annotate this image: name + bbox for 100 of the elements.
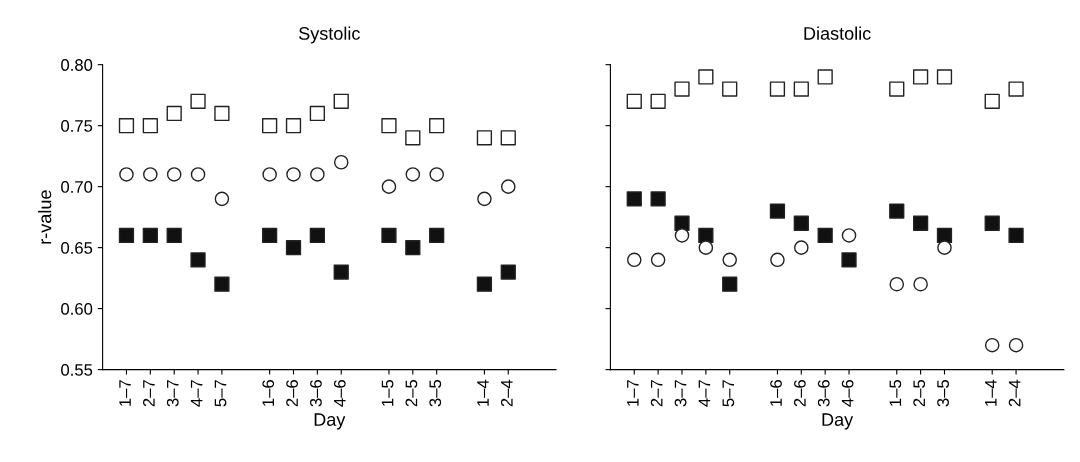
point — [650, 191, 666, 207]
point — [626, 252, 642, 268]
point — [429, 167, 444, 182]
x-tick-label: 3–6 — [310, 380, 322, 407]
point — [674, 215, 690, 231]
y-tick-label: 0.70 — [61, 181, 93, 193]
point — [841, 228, 857, 243]
point — [500, 179, 516, 194]
point — [912, 69, 929, 85]
point — [214, 105, 230, 122]
chart-title: Diastolic — [804, 26, 871, 40]
point — [166, 167, 182, 182]
x-tick-label: 3–6 — [817, 380, 830, 407]
point — [429, 227, 445, 244]
x-tick-label: 5–7 — [722, 380, 735, 407]
x-tick-label: 1–5 — [381, 380, 394, 406]
x-tick-label: 1–6 — [262, 380, 275, 406]
point — [214, 191, 230, 207]
point — [309, 105, 326, 122]
point — [118, 118, 135, 134]
point — [912, 215, 929, 231]
point — [1008, 81, 1024, 97]
point — [841, 252, 857, 268]
point — [476, 130, 493, 146]
point — [500, 130, 516, 146]
point — [936, 69, 953, 85]
point — [722, 276, 738, 292]
point — [214, 276, 230, 292]
x-tick-label: 4–7 — [698, 380, 711, 407]
point — [118, 227, 135, 244]
x-tick-label: 1–7 — [119, 380, 131, 406]
point — [913, 276, 928, 292]
x-tick-label: 3–7 — [674, 380, 687, 407]
point — [937, 240, 952, 255]
y-axis-title: r-value — [38, 190, 52, 244]
x-tick-label: 1–4 — [477, 379, 489, 406]
point — [381, 118, 397, 134]
point — [476, 276, 493, 292]
point — [262, 118, 278, 134]
point — [142, 227, 158, 244]
point — [626, 93, 642, 109]
x-tick-label: 2–4 — [500, 379, 513, 407]
point — [650, 252, 666, 268]
point — [190, 252, 206, 268]
point — [381, 179, 397, 194]
point — [333, 154, 349, 170]
x-tick-label: 4–6 — [333, 380, 346, 407]
x-tick-label: 3–7 — [166, 380, 179, 407]
x-axis-title: Day — [822, 413, 854, 430]
point — [793, 81, 809, 97]
point — [769, 203, 786, 219]
y-tick-label: 0.65 — [61, 242, 93, 254]
point — [285, 118, 302, 134]
point — [984, 215, 1000, 231]
point — [698, 240, 714, 255]
point — [286, 167, 301, 182]
x-tick-label: 2–5 — [913, 380, 926, 407]
point — [477, 191, 492, 207]
point — [119, 167, 134, 182]
point — [889, 203, 905, 219]
point — [674, 228, 690, 243]
point — [333, 264, 349, 280]
point — [142, 118, 158, 134]
x-tick-label: 1–5 — [889, 380, 902, 406]
point — [722, 81, 738, 97]
point — [381, 227, 397, 244]
y-tick-label: 0.80 — [61, 59, 93, 71]
x-tick-label: 2–6 — [793, 380, 806, 407]
point — [817, 227, 833, 244]
point — [405, 167, 421, 182]
point — [190, 167, 206, 182]
point — [793, 215, 809, 231]
point — [262, 167, 277, 182]
point — [143, 167, 158, 182]
point — [190, 93, 206, 109]
x-tick-label: 2–7 — [650, 380, 663, 407]
point — [166, 227, 182, 244]
point — [333, 93, 349, 109]
chart-title: Systolic — [299, 26, 360, 44]
x-tick-label: 2–6 — [286, 380, 298, 407]
point — [889, 276, 905, 292]
x-tick-label: 2–5 — [405, 380, 418, 407]
point — [889, 81, 905, 97]
x-tick-label: 2–4 — [1008, 379, 1021, 407]
x-tick-label: 1–7 — [627, 380, 639, 406]
x-tick-label: 4–7 — [190, 380, 203, 407]
point — [650, 93, 666, 109]
point — [309, 227, 326, 244]
x-tick-label: 1–4 — [985, 379, 997, 406]
point — [794, 240, 809, 255]
point — [285, 239, 302, 256]
point — [817, 69, 833, 85]
point — [770, 252, 785, 268]
point — [722, 252, 738, 268]
x-tick-label: 3–5 — [429, 380, 442, 407]
point — [674, 81, 690, 97]
point — [984, 93, 1000, 109]
point — [405, 130, 421, 146]
y-tick-label: 0.60 — [61, 303, 93, 315]
x-tick-label: 3–5 — [937, 380, 949, 407]
